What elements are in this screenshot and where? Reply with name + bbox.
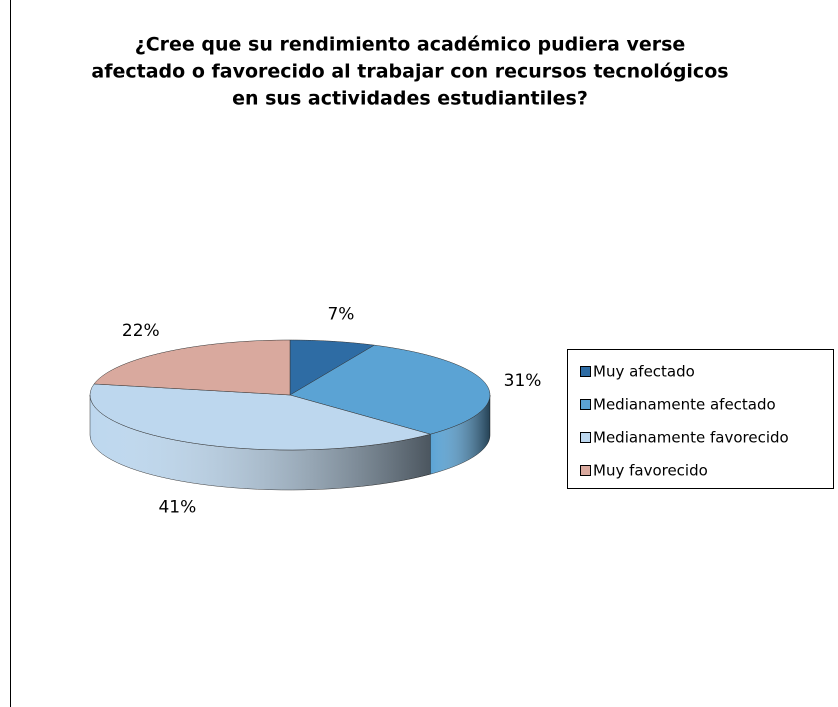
legend-swatch [580, 366, 591, 377]
data-label: 22% [122, 321, 160, 341]
legend-swatch [580, 465, 591, 476]
slice [93, 339, 291, 396]
legend-label: Muy favorecido [593, 462, 708, 480]
chart-title: afectado o favorecido al trabajar con re… [91, 61, 728, 83]
slice [89, 383, 432, 451]
pie [89, 339, 491, 491]
data-label: 7% [327, 304, 354, 324]
legend [567, 349, 834, 489]
data-label: 41% [158, 497, 196, 517]
legend-swatch [580, 432, 591, 443]
slice-side-shade [430, 395, 490, 475]
legend-label: Medianamente favorecido [593, 429, 789, 447]
slice-side-shade [90, 395, 431, 490]
chart-title: ¿Cree que su rendimiento académico pudie… [135, 34, 686, 56]
slice [289, 339, 376, 396]
data-label: 31% [504, 371, 542, 391]
legend-label: Medianamente afectado [593, 396, 776, 414]
slice [289, 344, 491, 435]
chart-title: en sus actividades estudiantiles? [232, 88, 588, 110]
legend-label: Muy afectado [593, 363, 695, 381]
legend-swatch [580, 399, 591, 410]
